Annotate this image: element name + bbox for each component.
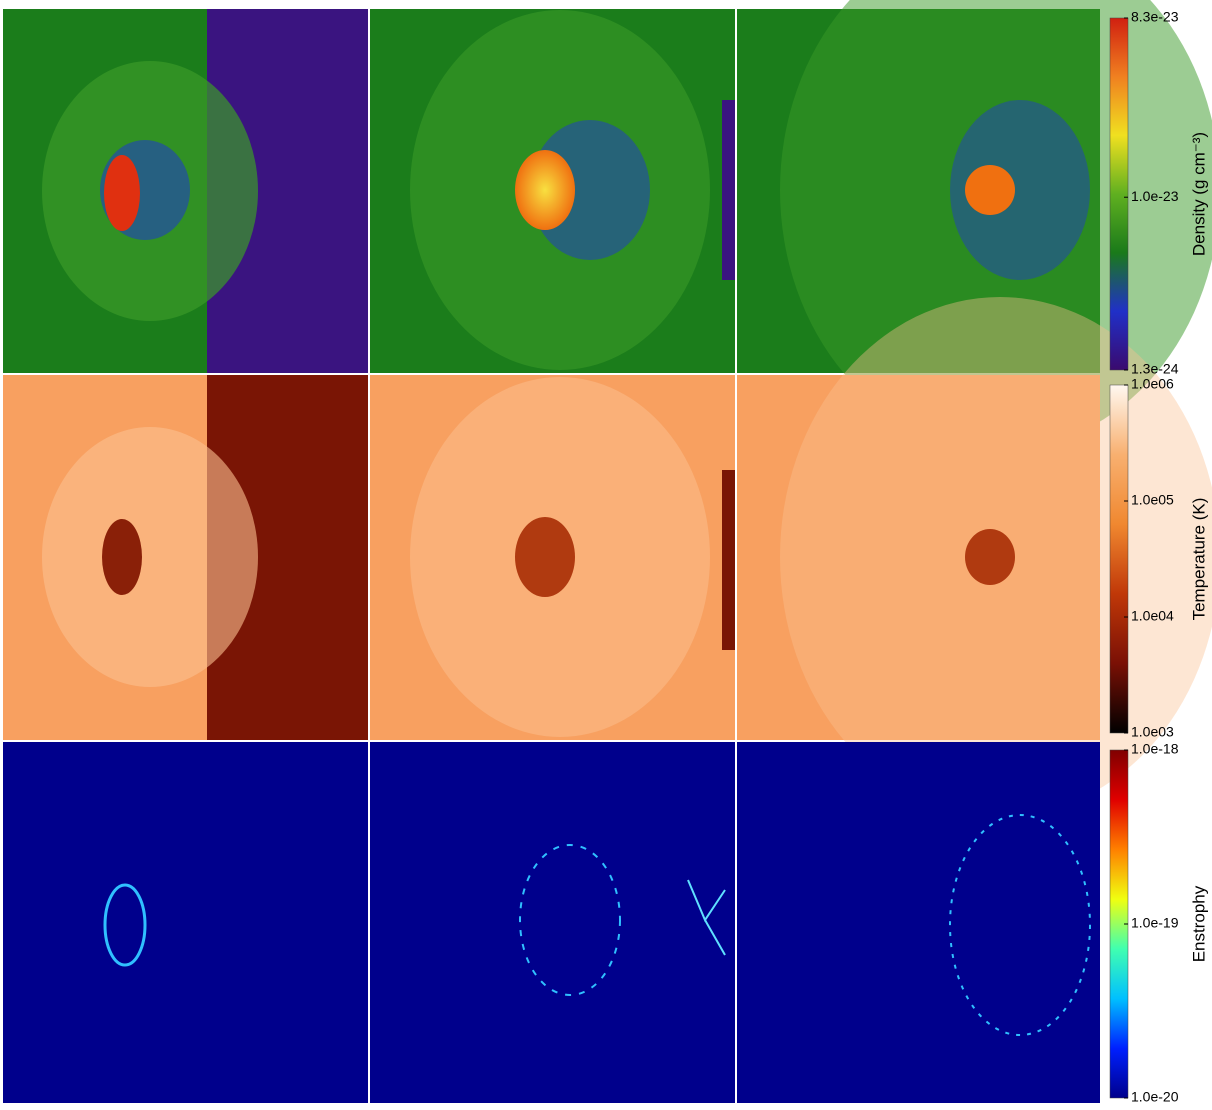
enstrophy-panels — [3, 742, 1100, 1103]
colorbar-tick-label: 1.0e-19 — [1131, 915, 1179, 931]
panel — [3, 742, 368, 1103]
colorbar — [1110, 385, 1128, 733]
shock-shell — [42, 427, 258, 687]
colorbar-tick-label: 1.3e-24 — [1131, 361, 1179, 377]
colorbar — [1110, 18, 1128, 370]
temperature-panels — [3, 297, 1212, 817]
colorbar-tick-label: 1.0e06 — [1131, 376, 1174, 392]
colorbar-label: Temperature (K) — [1189, 498, 1208, 621]
cloud — [102, 519, 142, 595]
panel-region — [722, 100, 735, 280]
colorbar-tick-label: 1.0e04 — [1131, 608, 1174, 624]
cloud — [965, 165, 1015, 215]
cloud — [515, 150, 575, 230]
colorbar-tick-label: 1.0e-18 — [1131, 741, 1179, 757]
panel-region — [722, 470, 735, 650]
panel — [737, 742, 1100, 1103]
colorbar-label: Enstrophy — [1189, 885, 1208, 962]
colorbar-tick-label: 1.0e-23 — [1131, 188, 1179, 204]
colorbar-tick-label: 1.0e03 — [1131, 724, 1174, 740]
cloud — [515, 517, 575, 597]
cloud — [104, 155, 140, 231]
colorbar-tick-label: 8.3e-23 — [1131, 9, 1179, 25]
colorbar-tick-label: 1.0e05 — [1131, 492, 1174, 508]
page: {"colorbars": [ {"label": "Density (g cm… — [0, 0, 1212, 1105]
colorbar-tick-label: 1.0e-20 — [1131, 1089, 1179, 1105]
figure: 8.3e-23 1.0e-23 1.3e-24 Density (g cm⁻³) 1.0… — [0, 0, 1212, 1105]
panel — [370, 742, 735, 1103]
colorbar-label: Density (g cm⁻³) — [1189, 132, 1208, 256]
cloud — [965, 529, 1015, 585]
